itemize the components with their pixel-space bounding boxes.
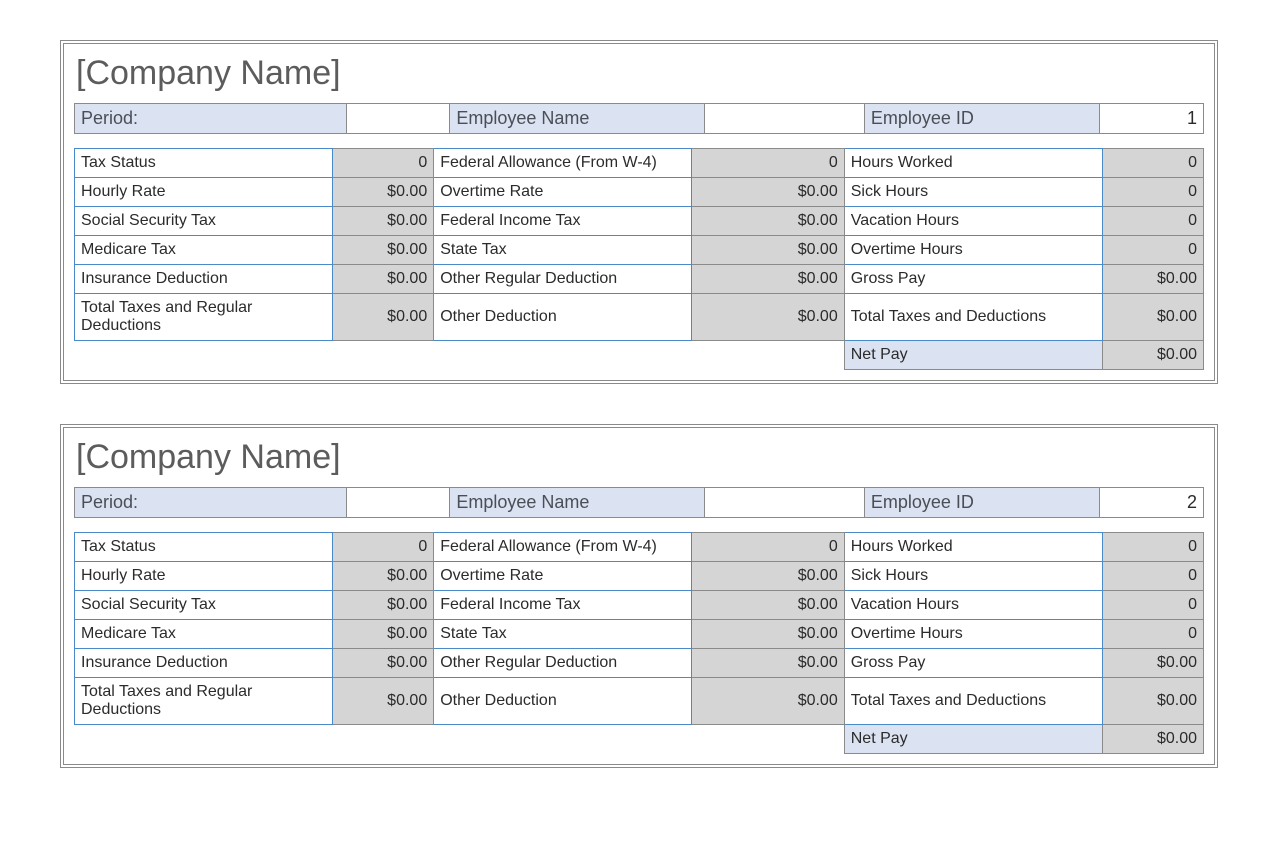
federal-income-tax-value: $0.00 bbox=[691, 591, 844, 620]
state-tax-value: $0.00 bbox=[691, 620, 844, 649]
tax-status-value: 0 bbox=[333, 533, 434, 562]
period-label: Period: bbox=[75, 104, 347, 134]
federal-allowance-value: 0 bbox=[691, 533, 844, 562]
hours-worked-label: Hours Worked bbox=[844, 149, 1102, 178]
gross-pay-label: Gross Pay bbox=[844, 265, 1102, 294]
net-pay-value: $0.00 bbox=[1103, 725, 1204, 754]
federal-allowance-label: Federal Allowance (From W-4) bbox=[434, 149, 691, 178]
total-taxes-regular-label: Total Taxes and Regular Deductions bbox=[75, 678, 333, 725]
tax-status-value: 0 bbox=[333, 149, 434, 178]
state-tax-label: State Tax bbox=[434, 620, 691, 649]
social-security-value: $0.00 bbox=[333, 207, 434, 236]
medicare-tax-label: Medicare Tax bbox=[75, 236, 333, 265]
federal-allowance-value: 0 bbox=[691, 149, 844, 178]
insurance-deduction-value: $0.00 bbox=[333, 265, 434, 294]
social-security-label: Social Security Tax bbox=[75, 591, 333, 620]
gross-pay-value: $0.00 bbox=[1103, 649, 1204, 678]
net-pay-label: Net Pay bbox=[844, 341, 1102, 370]
medicare-tax-value: $0.00 bbox=[333, 620, 434, 649]
social-security-value: $0.00 bbox=[333, 591, 434, 620]
vacation-hours-value: 0 bbox=[1103, 591, 1204, 620]
other-regular-deduction-value: $0.00 bbox=[691, 649, 844, 678]
overtime-hours-value: 0 bbox=[1103, 236, 1204, 265]
state-tax-value: $0.00 bbox=[691, 236, 844, 265]
overtime-rate-label: Overtime Rate bbox=[434, 562, 691, 591]
other-regular-deduction-value: $0.00 bbox=[691, 265, 844, 294]
employee-id-value: 1 bbox=[1100, 104, 1204, 134]
gross-pay-label: Gross Pay bbox=[844, 649, 1102, 678]
federal-income-tax-label: Federal Income Tax bbox=[434, 591, 691, 620]
sick-hours-value: 0 bbox=[1103, 178, 1204, 207]
overtime-rate-label: Overtime Rate bbox=[434, 178, 691, 207]
hourly-rate-label: Hourly Rate bbox=[75, 562, 333, 591]
federal-income-tax-value: $0.00 bbox=[691, 207, 844, 236]
federal-allowance-label: Federal Allowance (From W-4) bbox=[434, 533, 691, 562]
total-taxes-deductions-label: Total Taxes and Deductions bbox=[844, 678, 1102, 725]
company-name: [Company Name] bbox=[76, 54, 1202, 93]
hourly-rate-value: $0.00 bbox=[333, 178, 434, 207]
employee-id-value: 2 bbox=[1100, 488, 1204, 518]
total-taxes-deductions-value: $0.00 bbox=[1103, 678, 1204, 725]
employee-id-label: Employee ID bbox=[864, 104, 1099, 134]
sick-hours-label: Sick Hours bbox=[844, 562, 1102, 591]
paystub-2: [Company Name] Period: Employee Name Emp… bbox=[60, 424, 1218, 768]
hours-worked-label: Hours Worked bbox=[844, 533, 1102, 562]
hours-worked-value: 0 bbox=[1103, 533, 1204, 562]
employee-id-label: Employee ID bbox=[864, 488, 1099, 518]
period-value bbox=[347, 488, 450, 518]
total-taxes-regular-value: $0.00 bbox=[333, 678, 434, 725]
hourly-rate-value: $0.00 bbox=[333, 562, 434, 591]
employee-name-label: Employee Name bbox=[450, 104, 704, 134]
overtime-hours-label: Overtime Hours bbox=[844, 620, 1102, 649]
overtime-hours-label: Overtime Hours bbox=[844, 236, 1102, 265]
sick-hours-value: 0 bbox=[1103, 562, 1204, 591]
employee-name-value bbox=[704, 104, 864, 134]
company-name: [Company Name] bbox=[76, 438, 1202, 477]
insurance-deduction-label: Insurance Deduction bbox=[75, 265, 333, 294]
total-taxes-deductions-label: Total Taxes and Deductions bbox=[844, 294, 1102, 341]
tax-status-label: Tax Status bbox=[75, 533, 333, 562]
vacation-hours-label: Vacation Hours bbox=[844, 591, 1102, 620]
social-security-label: Social Security Tax bbox=[75, 207, 333, 236]
other-deduction-value: $0.00 bbox=[691, 294, 844, 341]
header-table: Period: Employee Name Employee ID 1 bbox=[74, 103, 1204, 134]
detail-table: Tax Status 0 Federal Allowance (From W-4… bbox=[74, 532, 1204, 754]
medicare-tax-value: $0.00 bbox=[333, 236, 434, 265]
period-label: Period: bbox=[75, 488, 347, 518]
paystub-1: [Company Name] Period: Employee Name Emp… bbox=[60, 40, 1218, 384]
medicare-tax-label: Medicare Tax bbox=[75, 620, 333, 649]
insurance-deduction-value: $0.00 bbox=[333, 649, 434, 678]
state-tax-label: State Tax bbox=[434, 236, 691, 265]
overtime-rate-value: $0.00 bbox=[691, 178, 844, 207]
employee-name-label: Employee Name bbox=[450, 488, 704, 518]
total-taxes-regular-label: Total Taxes and Regular Deductions bbox=[75, 294, 333, 341]
total-taxes-regular-value: $0.00 bbox=[333, 294, 434, 341]
net-pay-value: $0.00 bbox=[1103, 341, 1204, 370]
total-taxes-deductions-value: $0.00 bbox=[1103, 294, 1204, 341]
period-value bbox=[347, 104, 450, 134]
other-deduction-label: Other Deduction bbox=[434, 678, 691, 725]
tax-status-label: Tax Status bbox=[75, 149, 333, 178]
other-regular-deduction-label: Other Regular Deduction bbox=[434, 649, 691, 678]
insurance-deduction-label: Insurance Deduction bbox=[75, 649, 333, 678]
hourly-rate-label: Hourly Rate bbox=[75, 178, 333, 207]
federal-income-tax-label: Federal Income Tax bbox=[434, 207, 691, 236]
overtime-hours-value: 0 bbox=[1103, 620, 1204, 649]
other-deduction-value: $0.00 bbox=[691, 678, 844, 725]
gross-pay-value: $0.00 bbox=[1103, 265, 1204, 294]
vacation-hours-label: Vacation Hours bbox=[844, 207, 1102, 236]
sick-hours-label: Sick Hours bbox=[844, 178, 1102, 207]
other-deduction-label: Other Deduction bbox=[434, 294, 691, 341]
net-pay-label: Net Pay bbox=[844, 725, 1102, 754]
employee-name-value bbox=[704, 488, 864, 518]
other-regular-deduction-label: Other Regular Deduction bbox=[434, 265, 691, 294]
header-table: Period: Employee Name Employee ID 2 bbox=[74, 487, 1204, 518]
vacation-hours-value: 0 bbox=[1103, 207, 1204, 236]
overtime-rate-value: $0.00 bbox=[691, 562, 844, 591]
detail-table: Tax Status 0 Federal Allowance (From W-4… bbox=[74, 148, 1204, 370]
hours-worked-value: 0 bbox=[1103, 149, 1204, 178]
